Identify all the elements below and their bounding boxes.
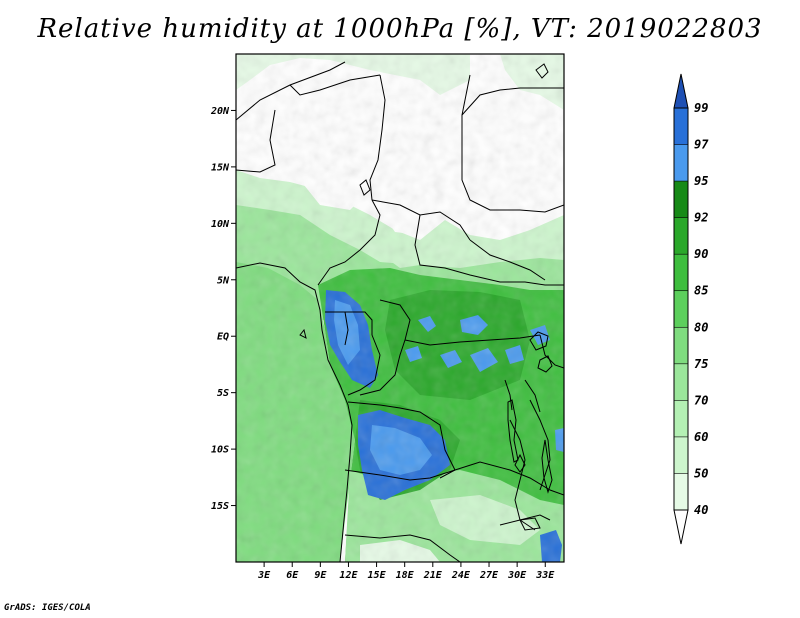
lon-tick-label: 18E bbox=[396, 570, 415, 581]
colorbar-label: 92 bbox=[694, 211, 708, 225]
colorbar-segment bbox=[674, 254, 688, 291]
lon-tick-label: 33E bbox=[535, 570, 555, 581]
lon-tick-label: 24E bbox=[451, 570, 471, 581]
colorbar-label: 90 bbox=[694, 247, 708, 261]
lon-tick-label: 6E bbox=[286, 570, 299, 581]
latitude-axis: 20N 15N 10N 5N EQ 5S 10S 15S bbox=[210, 106, 236, 512]
colorbar-segment bbox=[674, 400, 688, 437]
colorbar-top-arrow bbox=[673, 73, 689, 109]
lon-tick-label: 15E bbox=[368, 570, 387, 581]
lon-tick-label: 30E bbox=[507, 570, 527, 581]
lat-tick-label: 15S bbox=[211, 501, 229, 512]
colorbar-label: 70 bbox=[694, 393, 708, 407]
lon-tick-label: 3E bbox=[257, 570, 271, 581]
country-borders bbox=[236, 61, 564, 562]
colorbar-segment bbox=[674, 473, 688, 510]
colorbar-label: 75 bbox=[694, 357, 708, 371]
lake-outlines bbox=[299, 63, 553, 531]
lat-tick-label: 5S bbox=[217, 388, 229, 399]
lat-tick-label: EQ bbox=[217, 332, 229, 343]
field-texture bbox=[236, 54, 564, 562]
colorbar-segment bbox=[674, 436, 688, 474]
colorbar-label: 99 bbox=[694, 101, 708, 115]
map-frame bbox=[235, 53, 565, 563]
colorbar-label: 80 bbox=[694, 320, 708, 334]
map-plot-area bbox=[236, 54, 564, 562]
lon-tick-label: 21E bbox=[423, 570, 443, 581]
colorbar-label: 97 bbox=[694, 138, 709, 152]
lon-tick-label: 12E bbox=[339, 570, 358, 581]
lat-tick-label: 10S bbox=[211, 445, 229, 456]
colorbar-label: 95 bbox=[694, 174, 708, 188]
lon-tick-label: 9E bbox=[314, 570, 327, 581]
colorbar-label: 40 bbox=[694, 503, 708, 517]
colorbar-segment bbox=[674, 217, 688, 255]
lat-tick-label: 5N bbox=[217, 275, 230, 286]
map-title: Relative humidity at 1000hPa [%], VT: 20… bbox=[37, 14, 763, 44]
colorbar-bottom-arrow bbox=[673, 509, 689, 545]
colorbar-label: 60 bbox=[694, 430, 708, 444]
colorbar-segment bbox=[674, 327, 688, 364]
colorbar-segment bbox=[674, 290, 688, 328]
colorbar-segment bbox=[674, 181, 688, 218]
lat-tick-label: 10N bbox=[211, 219, 230, 230]
longitude-axis: 3E 6E 9E 12E 15E 18E 21E 24E 27E 30E 33E bbox=[257, 562, 555, 581]
colorbar-label: 50 bbox=[694, 466, 708, 480]
colorbar-segment bbox=[674, 108, 688, 145]
grads-credit: GrADS: IGES/COLA bbox=[4, 603, 91, 613]
lat-tick-label: 20N bbox=[210, 106, 230, 117]
lat-tick-label: 15N bbox=[211, 162, 230, 173]
colorbar-label: 85 bbox=[694, 284, 708, 298]
colorbar-segment bbox=[674, 363, 688, 401]
lon-tick-label: 27E bbox=[479, 570, 499, 581]
colorbar: 40 50 60 70 75 80 85 90 92 95 97 99 bbox=[673, 73, 709, 545]
colorbar-segment bbox=[674, 144, 688, 182]
